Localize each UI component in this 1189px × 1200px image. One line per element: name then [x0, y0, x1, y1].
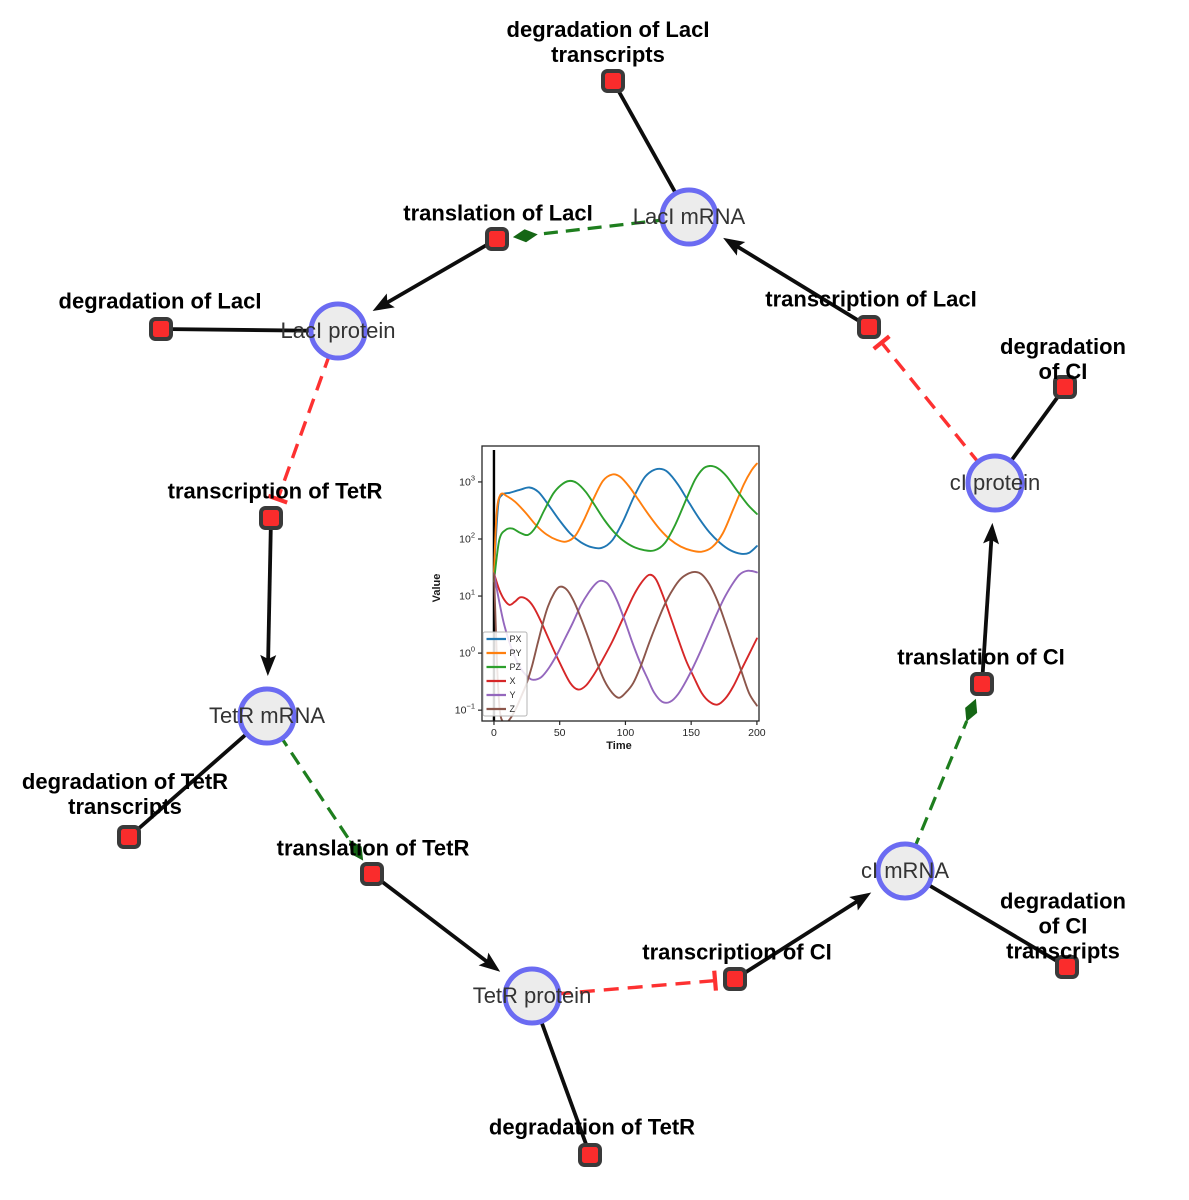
- edge-plain-laci-protein-to-deg-laci: [160, 327, 339, 333]
- inset-chart: 0 50 100 150 200 10−1 100 101 102 103 PX PY PZ XYZ: [455, 445, 766, 739]
- species-node-tetr-mrna: [237, 686, 297, 746]
- legend-entry-PY: PY: [510, 648, 522, 658]
- chart-x-ticklabel: 150: [682, 727, 700, 739]
- reaction-node-translation-tetr: [360, 862, 384, 886]
- edge-plain-ci-mrna-to-deg-ci-transcripts: [904, 869, 1068, 969]
- chart-x-ticklabel: 200: [748, 727, 766, 739]
- chart-frame: [481, 445, 760, 722]
- chart-series-PX: [493, 467, 758, 575]
- species-node-laci-protein: [308, 301, 368, 361]
- arrowhead-tetr-mrna: [260, 654, 277, 677]
- edge-production-transcription-ci-to-ci-mrna: [733, 897, 863, 981]
- chart-series-X: [493, 572, 758, 706]
- chart-x-ticklabel: 100: [617, 727, 635, 739]
- reaction-node-deg-laci: [149, 317, 173, 341]
- reaction-node-translation-laci: [485, 227, 509, 251]
- edge-production-translation-ci-to-ci-protein: [980, 534, 994, 685]
- edge-production-transcription-tetr-to-tetr-mrna: [266, 517, 273, 665]
- chart-legend-box: [482, 631, 528, 717]
- catalysis-arrowhead-translation-ci: [965, 698, 978, 722]
- edge-inhibition-tetr-protein-to-transcription-ci: [531, 978, 716, 998]
- catalysis-arrowhead-translation-tetr: [349, 839, 364, 861]
- chart-series-Y: [493, 569, 758, 704]
- legend-entry-Z: Z: [510, 704, 516, 714]
- reaction-node-deg-tetr-transcripts: [117, 825, 141, 849]
- chart-plot-area: [492, 450, 758, 721]
- chart-y-ticklabel: 10−1: [455, 702, 475, 717]
- chart-x-ticklabel: 50: [554, 727, 566, 739]
- nodes-layer: [117, 69, 1079, 1167]
- chart-y-ticklabel: 103: [459, 473, 475, 488]
- reaction-node-deg-ci: [1053, 375, 1077, 399]
- edge-production-translation-laci-to-laci-protein: [382, 237, 498, 307]
- species-node-tetr-protein: [502, 966, 562, 1026]
- chart-series-PY: [493, 462, 758, 575]
- chart-series-PZ: [493, 465, 758, 583]
- species-node-ci-protein: [965, 453, 1025, 513]
- edge-inhibition-laci-protein-to-transcription-tetr: [276, 330, 340, 500]
- inhibition-tee-transcription-tetr: [267, 493, 288, 505]
- chart-xlabel: Time: [606, 740, 632, 752]
- chart-y-ticklabel: 102: [459, 530, 475, 545]
- chart-legend: PX PY PZ XYZ: [482, 631, 528, 717]
- chart-ylabel: Value: [431, 573, 443, 603]
- edge-inhibition-ci-protein-to-transcription-laci: [880, 341, 997, 485]
- edge-plain-tetr-mrna-to-deg-tetr-transcripts: [127, 714, 269, 839]
- species-node-laci-mrna: [659, 187, 719, 247]
- reaction-node-deg-tetr: [578, 1143, 602, 1167]
- arrowhead-tetr-protein: [478, 952, 501, 972]
- reaction-node-transcription-tetr: [259, 506, 283, 530]
- arrowhead-ci-protein: [983, 522, 1000, 545]
- arrowhead-ci-mrna: [849, 892, 872, 911]
- chart-series-Z: [493, 570, 758, 721]
- inhibition-tee-transcription-ci: [712, 970, 718, 991]
- reaction-node-transcription-laci: [857, 315, 881, 339]
- legend-entry-PZ: PZ: [510, 662, 522, 672]
- arrowhead-laci-mrna: [723, 237, 746, 256]
- reaction-node-deg-laci-transcripts: [601, 69, 625, 93]
- chart-y-ticklabel: 100: [459, 645, 475, 660]
- legend-entry-Y: Y: [510, 690, 516, 700]
- catalysis-arrowhead-translation-laci: [512, 229, 538, 243]
- legend-entry-PX: PX: [510, 634, 522, 644]
- legend-entry-X: X: [510, 676, 516, 686]
- edge-production-translation-tetr-to-tetr-protein: [370, 872, 492, 966]
- species-node-ci-mrna: [875, 841, 935, 901]
- chart-y-ticklabel: 101: [459, 588, 475, 603]
- arrowhead-laci-protein: [372, 293, 395, 311]
- edge-production-transcription-laci-to-laci-mrna: [732, 242, 870, 329]
- chart-x-ticklabel: 0: [491, 727, 497, 739]
- reaction-node-transcription-ci: [723, 967, 747, 991]
- inhibition-tee-transcription-laci: [872, 334, 891, 351]
- reaction-node-translation-ci: [970, 672, 994, 696]
- reaction-node-deg-ci-transcripts: [1055, 955, 1079, 979]
